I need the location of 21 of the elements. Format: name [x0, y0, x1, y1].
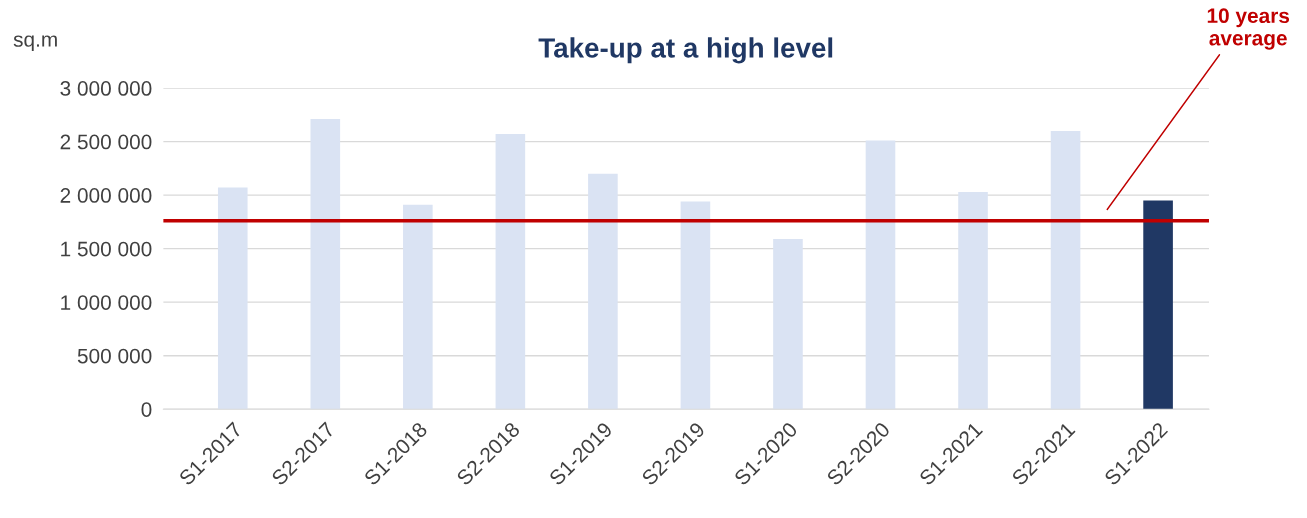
bar	[773, 239, 803, 410]
y-tick-label: 1 500 000	[61, 241, 152, 257]
bar	[217, 187, 248, 410]
bar	[588, 173, 618, 410]
bar	[1143, 200, 1173, 410]
ref-line-label: 10 years average	[1207, 8, 1290, 50]
bar	[310, 119, 341, 410]
y-tick-label: 1 000 000	[61, 295, 152, 310]
y-tick-label: 2 000 000	[60, 188, 152, 203]
y-tick-label: 2 500 000	[60, 134, 152, 150]
y-axis-title: sq.m	[13, 35, 57, 51]
y-tick-label: 3 000 000	[60, 81, 152, 96]
bar	[403, 204, 433, 410]
bar	[958, 191, 988, 410]
y-tick-label: 500 000	[77, 348, 152, 364]
y-tick-label: 0	[141, 402, 152, 417]
bar	[495, 134, 526, 410]
bar	[680, 201, 711, 410]
bar	[1050, 130, 1081, 410]
bar	[865, 140, 896, 410]
chart-title: Take-up at a high level	[538, 37, 833, 64]
